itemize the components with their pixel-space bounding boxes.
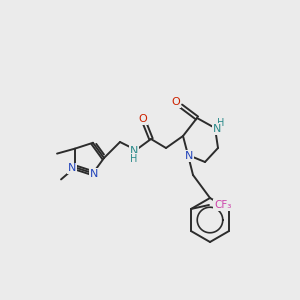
Text: H: H xyxy=(217,118,225,128)
Text: O: O xyxy=(139,114,147,124)
Text: N: N xyxy=(185,151,193,161)
Text: N: N xyxy=(213,124,221,134)
Text: O: O xyxy=(172,97,180,107)
Text: N: N xyxy=(90,169,98,179)
Text: N: N xyxy=(130,146,138,156)
Text: H: H xyxy=(130,154,138,164)
Text: CF₃: CF₃ xyxy=(214,200,232,210)
Text: N: N xyxy=(68,164,76,173)
